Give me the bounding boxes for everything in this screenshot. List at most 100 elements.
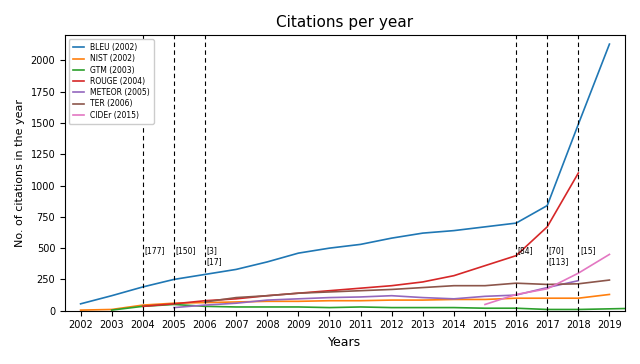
NIST (2002): [605, 292, 613, 297]
ROUGE (2004): [575, 171, 582, 175]
ROUGE (2004): [543, 225, 551, 229]
Title: Citations per year: Citations per year: [276, 15, 413, 30]
BLEU (2002): [419, 231, 427, 235]
ROUGE (2004): [294, 291, 302, 295]
ROUGE (2004): [388, 284, 396, 288]
BLEU (2002): [481, 225, 489, 229]
METEOR (2005): [264, 298, 271, 302]
BLEU (2002): [232, 267, 240, 272]
X-axis label: Years: Years: [328, 336, 362, 349]
ROUGE (2004): [170, 302, 178, 306]
GTM (2003): [388, 305, 396, 310]
TER (2006): [232, 296, 240, 300]
Text: [3]: [3]: [207, 246, 218, 255]
GTM (2003): [575, 307, 582, 312]
TER (2006): [326, 290, 333, 294]
GTM (2003): [326, 305, 333, 310]
METEOR (2005): [356, 295, 364, 299]
NIST (2002): [575, 296, 582, 300]
TER (2006): [201, 300, 209, 304]
BLEU (2002): [543, 203, 551, 208]
ROUGE (2004): [481, 264, 489, 268]
TER (2006): [575, 282, 582, 286]
CIDEr (2015): [605, 252, 613, 257]
Text: [17]: [17]: [207, 257, 222, 266]
Text: [15]: [15]: [580, 246, 595, 255]
METEOR (2005): [201, 303, 209, 307]
GTM (2003): [356, 305, 364, 309]
Text: [150]: [150]: [175, 246, 196, 255]
GTM (2003): [294, 305, 302, 309]
METEOR (2005): [232, 301, 240, 305]
CIDEr (2015): [481, 302, 489, 306]
ROUGE (2004): [201, 298, 209, 303]
BLEU (2002): [139, 285, 147, 289]
METEOR (2005): [450, 297, 458, 301]
BLEU (2002): [512, 221, 520, 225]
NIST (2002): [481, 297, 489, 302]
CIDEr (2015): [512, 292, 520, 297]
NIST (2002): [356, 298, 364, 303]
NIST (2002): [388, 298, 396, 302]
Text: [113]: [113]: [548, 257, 569, 266]
TER (2006): [356, 289, 364, 293]
METEOR (2005): [170, 305, 178, 310]
TER (2006): [264, 293, 271, 298]
TER (2006): [450, 284, 458, 288]
TER (2006): [605, 278, 613, 282]
NIST (2002): [326, 298, 333, 303]
METEOR (2005): [388, 293, 396, 298]
BLEU (2002): [170, 277, 178, 282]
ROUGE (2004): [419, 280, 427, 284]
GTM (2003): [139, 304, 147, 309]
Y-axis label: No. of citations in the year: No. of citations in the year: [15, 99, 25, 247]
BLEU (2002): [605, 42, 613, 46]
NIST (2002): [294, 299, 302, 304]
NIST (2002): [543, 296, 551, 300]
BLEU (2002): [264, 260, 271, 264]
Legend: BLEU (2002), NIST (2002), GTM (2003), ROUGE (2004), METEOR (2005), TER (2006), C: BLEU (2002), NIST (2002), GTM (2003), RO…: [69, 39, 154, 123]
GTM (2003): [201, 304, 209, 309]
Text: [177]: [177]: [145, 246, 165, 255]
NIST (2002): [108, 307, 116, 312]
GTM (2003): [450, 305, 458, 310]
GTM (2003): [170, 302, 178, 306]
TER (2006): [512, 281, 520, 285]
GTM (2003): [637, 306, 640, 310]
NIST (2002): [512, 296, 520, 300]
BLEU (2002): [388, 236, 396, 240]
GTM (2003): [264, 305, 271, 309]
METEOR (2005): [543, 285, 551, 290]
BLEU (2002): [108, 293, 116, 298]
METEOR (2005): [481, 294, 489, 298]
GTM (2003): [605, 306, 613, 311]
BLEU (2002): [356, 242, 364, 246]
CIDEr (2015): [543, 286, 551, 291]
METEOR (2005): [512, 293, 520, 297]
NIST (2002): [419, 298, 427, 302]
ROUGE (2004): [326, 289, 333, 293]
METEOR (2005): [419, 296, 427, 300]
Line: GTM (2003): GTM (2003): [112, 304, 640, 310]
GTM (2003): [481, 306, 489, 310]
NIST (2002): [139, 303, 147, 307]
Text: [70]: [70]: [548, 246, 564, 255]
NIST (2002): [264, 299, 271, 304]
GTM (2003): [512, 306, 520, 310]
BLEU (2002): [326, 246, 333, 250]
Text: [84]: [84]: [518, 246, 533, 255]
TER (2006): [294, 291, 302, 295]
GTM (2003): [108, 308, 116, 312]
TER (2006): [388, 287, 396, 292]
GTM (2003): [543, 307, 551, 312]
BLEU (2002): [294, 251, 302, 255]
NIST (2002): [170, 301, 178, 305]
BLEU (2002): [575, 122, 582, 126]
CIDEr (2015): [575, 271, 582, 275]
NIST (2002): [77, 308, 84, 312]
Line: BLEU (2002): BLEU (2002): [81, 44, 609, 304]
TER (2006): [419, 285, 427, 290]
ROUGE (2004): [450, 273, 458, 278]
Line: CIDEr (2015): CIDEr (2015): [485, 254, 609, 304]
ROUGE (2004): [232, 297, 240, 301]
